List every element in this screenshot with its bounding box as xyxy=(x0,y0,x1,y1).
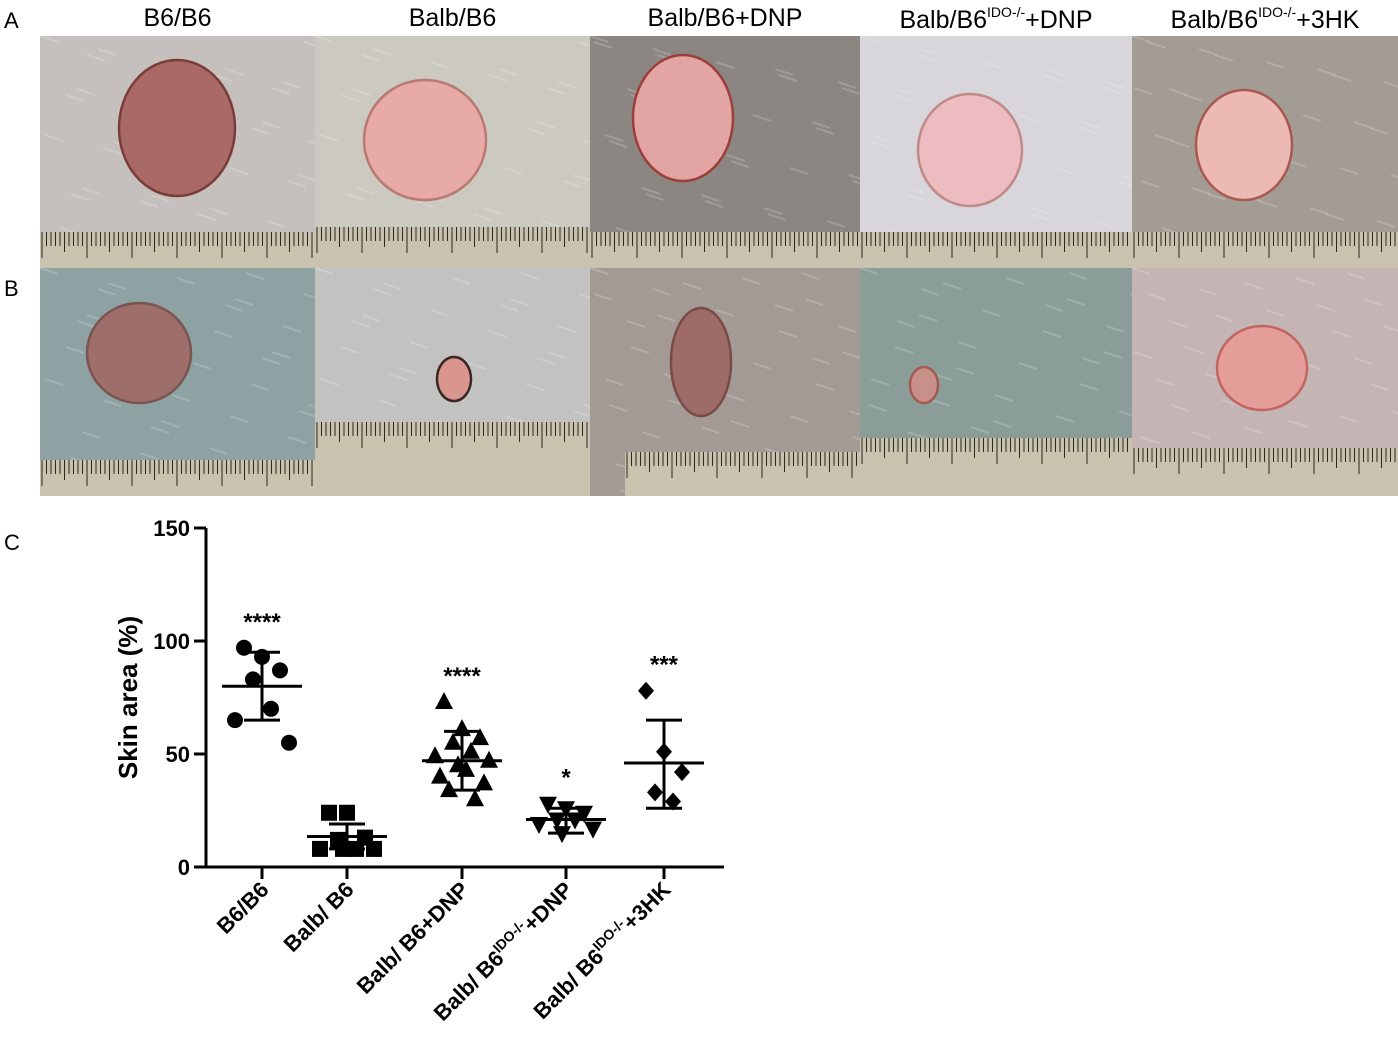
data-point xyxy=(647,783,663,802)
column-title-text: Balb/B6+DNP xyxy=(647,4,803,32)
y-axis-title: Skin area (%) xyxy=(113,616,143,779)
wound-photo-a-4 xyxy=(860,36,1133,268)
wound-photo-b-2 xyxy=(315,268,591,496)
wound xyxy=(669,306,733,418)
data-point xyxy=(263,700,279,717)
y-tick-label: 0 xyxy=(178,855,190,880)
column-title-text: Balb/B6 xyxy=(899,6,988,34)
data-point xyxy=(466,789,484,807)
wound xyxy=(908,365,940,405)
wound-photo-b-1 xyxy=(40,268,316,496)
data-point xyxy=(674,763,690,782)
column-title-text: Balb/B6 xyxy=(408,4,497,32)
wound-photo-b-5 xyxy=(1132,268,1398,496)
significance-label: **** xyxy=(243,609,281,636)
wound-photo-a-5 xyxy=(1132,36,1398,268)
data-point xyxy=(471,728,489,746)
data-point xyxy=(435,692,453,710)
wound-photo-a-1 xyxy=(40,36,316,268)
data-point xyxy=(444,732,462,750)
panel-label-a: A xyxy=(4,8,19,33)
data-point xyxy=(530,817,548,835)
wound xyxy=(362,78,488,202)
column-title-1: B6/B6 xyxy=(40,4,315,33)
data-point xyxy=(575,805,593,823)
data-point xyxy=(281,734,297,751)
column-title-text: Balb/B6 xyxy=(1170,6,1259,34)
column-title-suffix: +3HK xyxy=(1296,6,1360,34)
x-tick-label: Balb/ B6 xyxy=(279,877,359,957)
x-tick-label: B6/B6 xyxy=(212,877,274,939)
data-point xyxy=(245,671,261,688)
data-point xyxy=(462,741,480,759)
significance-label: * xyxy=(561,765,571,792)
y-tick-label: 100 xyxy=(153,629,190,654)
wound-photo-b-3 xyxy=(590,268,861,496)
wound-photo-a-3 xyxy=(590,36,861,268)
wound xyxy=(117,58,237,198)
wound xyxy=(1215,324,1309,412)
wound xyxy=(631,53,735,183)
wound xyxy=(85,301,193,405)
column-title-3: Balb/B6+DNP xyxy=(590,4,860,33)
data-point xyxy=(539,796,557,814)
column-title-suffix: +DNP xyxy=(1025,6,1093,34)
column-title-text: B6/B6 xyxy=(143,4,212,32)
data-point xyxy=(638,681,654,700)
wound-photo-b-4 xyxy=(860,268,1133,496)
wound xyxy=(916,92,1024,208)
data-point xyxy=(475,773,493,791)
data-point xyxy=(339,804,355,821)
data-point xyxy=(584,821,602,839)
data-point xyxy=(366,840,382,857)
column-title-4: Balb/B6IDO-/-+DNP xyxy=(860,4,1132,35)
ruler xyxy=(590,232,860,268)
data-point xyxy=(426,746,444,764)
wound xyxy=(1194,88,1294,202)
significance-label: **** xyxy=(443,663,481,690)
data-point xyxy=(312,840,328,857)
column-title-sup: IDO-/- xyxy=(1258,4,1297,20)
data-point xyxy=(227,712,243,729)
y-tick-label: 150 xyxy=(153,516,190,541)
panel-label-c: C xyxy=(4,530,20,555)
column-title-2: Balb/B6 xyxy=(315,4,590,33)
significance-label: *** xyxy=(650,652,679,679)
column-title-sup: IDO-/- xyxy=(987,4,1026,20)
data-point xyxy=(272,662,288,679)
y-tick-label: 50 xyxy=(166,742,190,767)
data-point xyxy=(665,792,681,811)
panel-label-b: B xyxy=(4,276,19,301)
data-point xyxy=(431,766,449,784)
column-title-5: Balb/B6IDO-/-+3HK xyxy=(1132,4,1398,35)
data-point xyxy=(321,804,337,821)
wound xyxy=(435,355,473,403)
